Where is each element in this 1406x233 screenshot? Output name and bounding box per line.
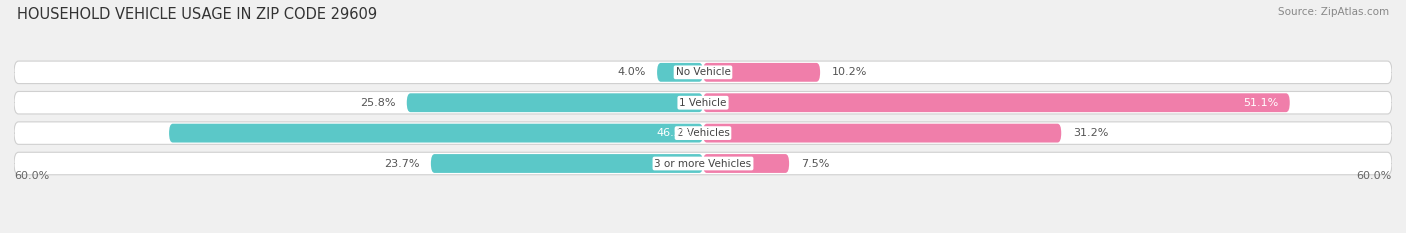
FancyBboxPatch shape	[703, 93, 1289, 112]
Text: 25.8%: 25.8%	[360, 98, 395, 108]
Text: 46.5%: 46.5%	[657, 128, 692, 138]
Text: Source: ZipAtlas.com: Source: ZipAtlas.com	[1278, 7, 1389, 17]
FancyBboxPatch shape	[703, 154, 789, 173]
Text: HOUSEHOLD VEHICLE USAGE IN ZIP CODE 29609: HOUSEHOLD VEHICLE USAGE IN ZIP CODE 2960…	[17, 7, 377, 22]
FancyBboxPatch shape	[14, 152, 1392, 175]
Text: 3 or more Vehicles: 3 or more Vehicles	[654, 158, 752, 168]
Text: 60.0%: 60.0%	[14, 171, 49, 181]
FancyBboxPatch shape	[703, 124, 1062, 143]
Text: 4.0%: 4.0%	[617, 67, 645, 77]
Text: 23.7%: 23.7%	[384, 158, 419, 168]
Text: No Vehicle: No Vehicle	[675, 67, 731, 77]
Text: 51.1%: 51.1%	[1243, 98, 1278, 108]
FancyBboxPatch shape	[169, 124, 703, 143]
FancyBboxPatch shape	[703, 63, 820, 82]
FancyBboxPatch shape	[430, 154, 703, 173]
FancyBboxPatch shape	[657, 63, 703, 82]
Text: 2 Vehicles: 2 Vehicles	[676, 128, 730, 138]
Text: 60.0%: 60.0%	[1357, 171, 1392, 181]
FancyBboxPatch shape	[14, 92, 1392, 114]
Text: 7.5%: 7.5%	[800, 158, 830, 168]
Text: 31.2%: 31.2%	[1073, 128, 1108, 138]
Text: 1 Vehicle: 1 Vehicle	[679, 98, 727, 108]
Text: 10.2%: 10.2%	[831, 67, 868, 77]
FancyBboxPatch shape	[14, 61, 1392, 84]
FancyBboxPatch shape	[14, 122, 1392, 144]
FancyBboxPatch shape	[406, 93, 703, 112]
